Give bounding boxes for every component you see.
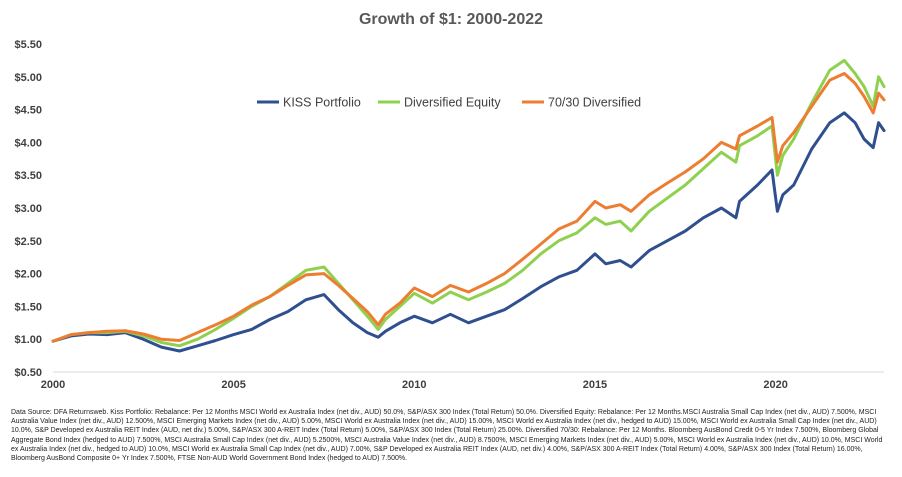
y-tick-label: $5.00 xyxy=(14,72,42,84)
x-tick-label: 2005 xyxy=(221,379,245,391)
y-axis-labels: $0.50 $1.00 $1.50 $2.00 $2.50 $3.00 $3.50 $4.00… xyxy=(14,39,42,379)
kiss-portfolio-line xyxy=(51,111,886,353)
y-tick-label: $2.50 xyxy=(14,236,42,248)
legend-label: KISS Portfolio xyxy=(283,96,361,110)
y-tick-label: $3.50 xyxy=(14,170,42,182)
growth-chart: Growth of $1: 2000-2022 $0.50$1.00$1.50$… xyxy=(14,11,886,391)
legend: KISS Portfolio Diversified Equity 70/30 Di… xyxy=(257,96,641,110)
diversified-equity-line xyxy=(51,58,886,348)
y-tick-label: $3.00 xyxy=(14,203,42,215)
series-lines xyxy=(51,58,886,353)
y-tick-label: $5.50 xyxy=(14,39,42,51)
legend-label: Diversified Equity xyxy=(404,96,501,110)
y-tick-label: $1.00 xyxy=(14,334,42,346)
y-tick-label: $4.00 xyxy=(14,137,42,149)
y-tick-label: $4.50 xyxy=(14,105,42,117)
y-tick-label: $0.50 xyxy=(14,367,42,379)
x-tick-label: 2010 xyxy=(402,379,426,391)
chart-title: Growth of $1: 2000-2022 xyxy=(359,11,543,28)
x-tick-label: 2020 xyxy=(763,379,787,391)
legend-diversified-equity: Diversified Equity xyxy=(378,96,501,110)
y-tick-label: $1.50 xyxy=(14,301,42,313)
x-tick-label: 2000 xyxy=(41,379,65,391)
legend-kiss-portfolio: KISS Portfolio xyxy=(257,96,361,110)
seventy-thirty-diversified-line xyxy=(51,72,886,343)
x-tick-label: 2015 xyxy=(583,379,607,391)
legend-label: 70/30 Diversified xyxy=(548,96,641,110)
x-axis-labels: 2000 2005 2010 2015 2020 xyxy=(41,379,788,391)
y-tick-label: $2.00 xyxy=(14,269,42,281)
data-source-footnote: Data Source: DFA Returnsweb. Kiss Portfo… xyxy=(11,409,883,463)
legend-seventy-thirty-diversified: 70/30 Diversified xyxy=(522,96,641,110)
